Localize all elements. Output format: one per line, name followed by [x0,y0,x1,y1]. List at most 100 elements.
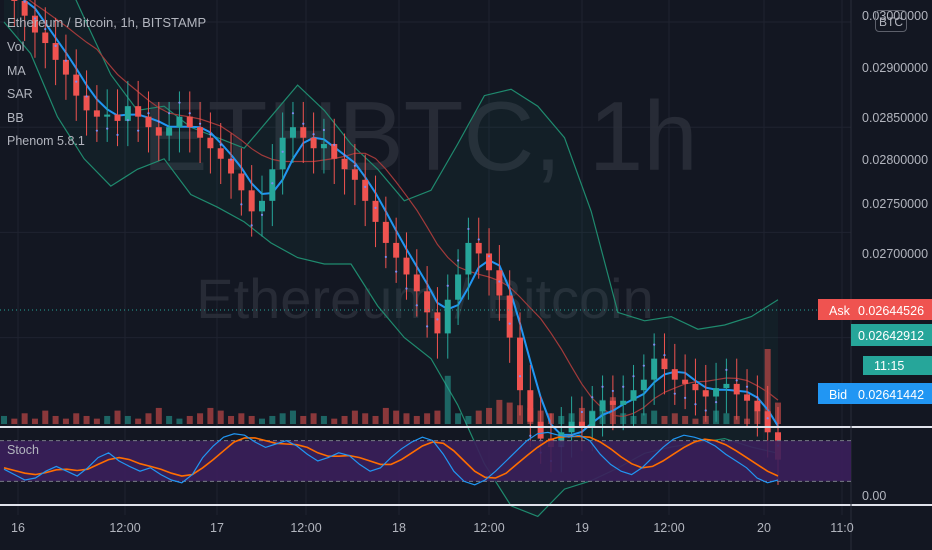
time-axis[interactable]: 16 12:00 17 12:00 18 12:00 19 12:00 20 11:0 [11,521,854,535]
volume-bar [145,413,152,424]
candle-body [372,200,379,222]
candle-body [83,95,90,111]
sar-dot [467,227,470,231]
bid-value: 0.02641442 [858,388,924,402]
volume-bar [640,413,647,424]
sar-dot [322,128,326,132]
price-tick-label: 0.02750000 [862,197,928,211]
candle-body [578,421,585,426]
sar-dot [281,150,284,153]
volume-bar [135,418,142,424]
symbol-title[interactable]: Ethereum / Bitcoin, 1h, BITSTAMP [7,15,207,30]
last-value: 0.02642912 [858,329,924,343]
candle-body [486,253,493,271]
volume-bar [331,418,338,424]
sar-dot [529,434,532,437]
candle-body [682,379,689,384]
candle-body [558,432,565,448]
candle-body [217,148,224,159]
candle-body [589,411,596,426]
candle-body [320,144,327,149]
candle-body [754,400,761,412]
time-tick-label: 18 [392,521,406,535]
candle-body [62,59,69,75]
candle-body [248,190,255,212]
volume-bar [671,413,678,424]
sar-dot [64,59,68,62]
sar-dot [209,133,212,136]
sar-dot [44,27,47,31]
volume-bar [393,410,400,424]
sar-dot [85,95,88,98]
price-tick-label: 0.02700000 [862,247,928,261]
sar-dot [518,375,522,378]
volume-bar [197,413,204,424]
sar-dot [250,224,253,227]
ask-value: 0.02644526 [858,304,924,318]
sar-dot [694,403,697,406]
sar-dot [333,143,336,146]
parabolic-sar [23,0,780,463]
volume-bar [362,413,369,424]
volume-bar [52,415,59,424]
ask-label-text: Ask [829,304,851,318]
sar-dot [756,396,759,399]
candle-body [424,291,431,313]
bid-label-text: Bid [829,388,847,402]
sar-dot [260,213,264,216]
indicator-vol[interactable]: Vol [7,40,25,54]
candle-body [362,179,369,201]
volume-bar [104,415,111,424]
candle-body [733,383,740,395]
volume-bar [506,402,513,424]
indicator-phenom[interactable]: Phenom 5.8.1 [7,134,85,148]
price-axis[interactable]: 0.030000000.029000000.028500000.02800000… [862,9,928,261]
sar-dot [446,284,449,287]
volume-bar [475,410,482,424]
candle-body [300,127,307,138]
indicator-ma[interactable]: MA [7,64,26,78]
sar-dot [147,112,150,115]
volume-bar [455,413,462,424]
sar-dot [137,129,140,132]
indicator-sar[interactable]: SAR [7,87,33,101]
sar-dot [601,385,604,388]
sar-dot [54,44,57,47]
volume-bar [382,407,389,424]
indicator-bb[interactable]: BB [7,111,24,125]
volume-bar [434,410,441,424]
candle-body [692,383,699,391]
sar-dot [364,185,367,188]
sar-dot [178,101,181,104]
price-tick-label: 0.02900000 [862,61,928,75]
volume-bar [341,415,348,424]
candle-body [114,114,121,121]
stoch-pane [0,431,851,486]
stoch-legend[interactable]: Stoch [7,443,39,457]
candle-body [269,169,276,201]
candle-body [444,299,451,334]
candle-body [155,127,162,136]
last-price-label: 0.02642912 11:15 [851,324,932,375]
sar-dot [384,255,387,259]
candle-body [351,169,358,180]
volume-bar [320,415,327,424]
candle-body [764,411,771,433]
candle-body [104,114,111,117]
volume-bar [269,415,276,424]
candle-body [238,173,245,191]
volume-bar [733,415,740,424]
candle-body [166,127,173,136]
volume-bar [465,415,472,424]
stoch-band [0,440,851,482]
volume-bar [279,413,286,424]
volume-bar [486,407,493,424]
volume-bar [413,415,420,424]
sar-dot [487,255,491,258]
currency-badge[interactable]: BTC [875,10,907,32]
volume-bar [372,415,379,424]
volume-bar [496,399,503,424]
volume-bar [114,410,121,424]
bid-label: Bid 0.02641442 [818,383,932,404]
